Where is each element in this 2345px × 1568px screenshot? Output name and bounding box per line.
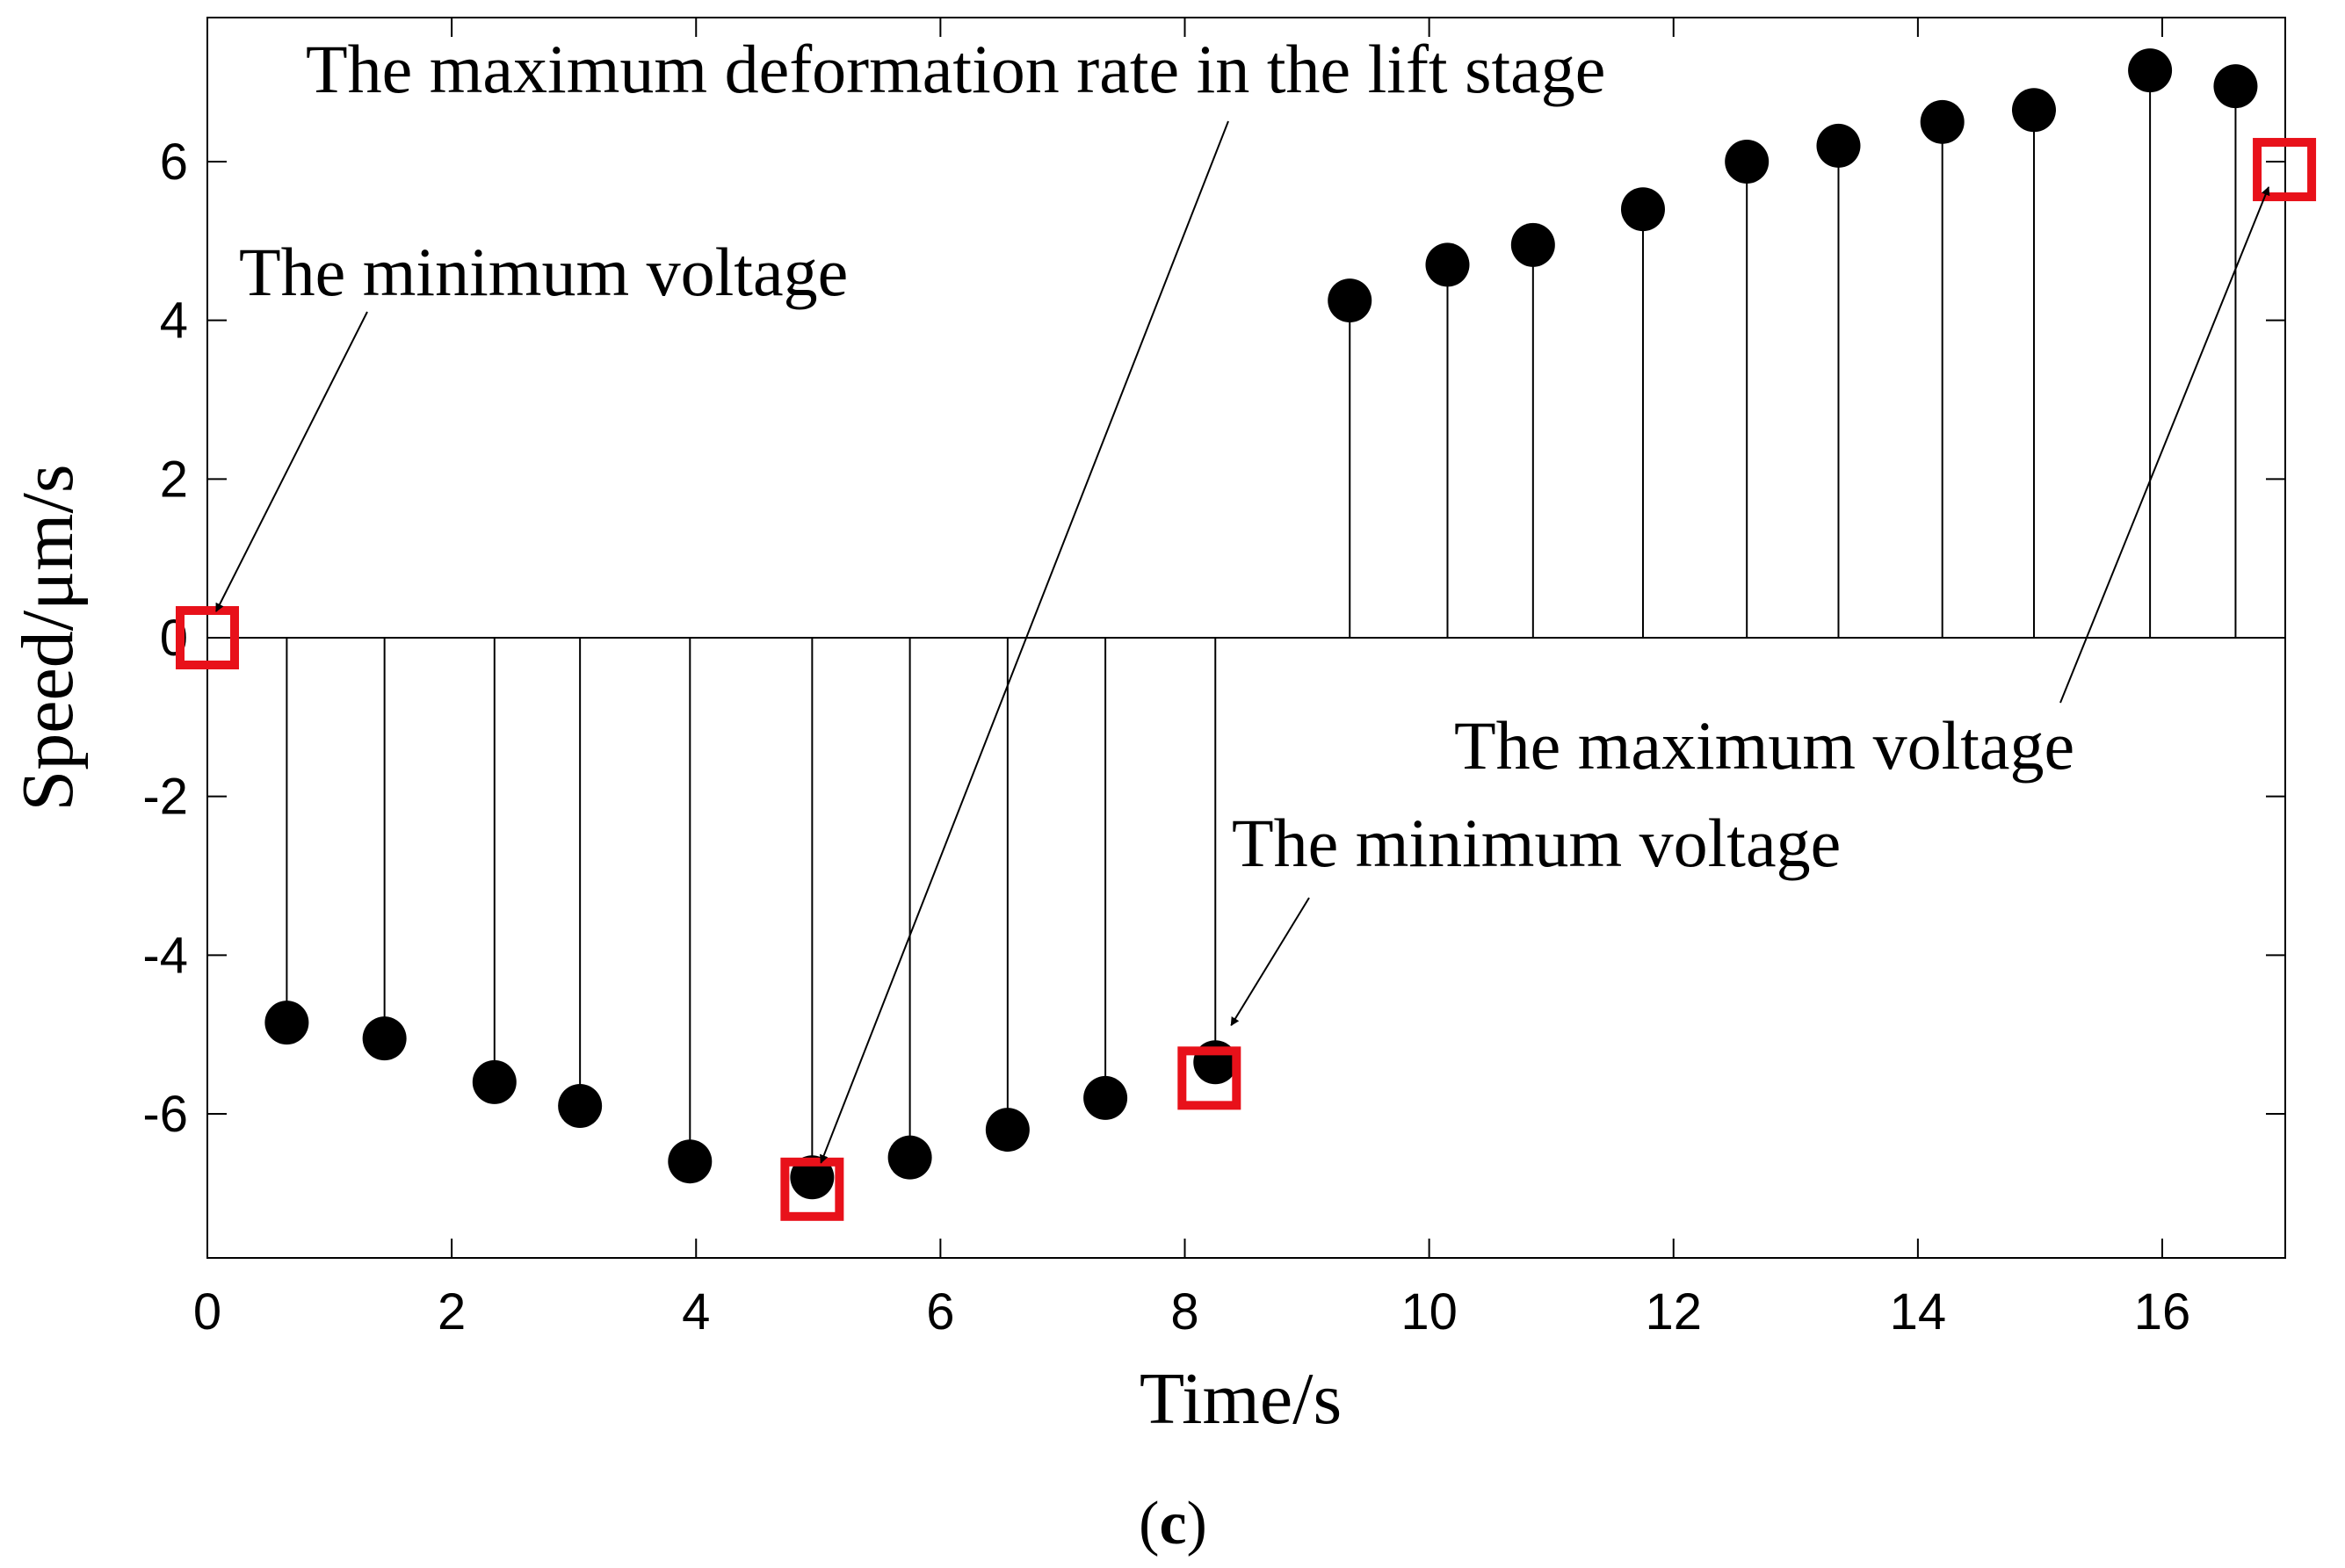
x-tick-label: 6 (926, 1283, 954, 1340)
x-tick-label: 14 (1890, 1283, 1947, 1340)
data-point (264, 1001, 309, 1045)
highlight-box-min-voltage-middle (1177, 1046, 1241, 1110)
data-point (1725, 140, 1770, 184)
y-tick-label: 2 (160, 451, 188, 508)
x-tick-label: 4 (682, 1283, 710, 1340)
annotation-min-voltage-start: The minimum voltage (239, 234, 848, 310)
y-axis-title: Speed/μm/s (7, 464, 89, 811)
stem-lines (286, 70, 2237, 1178)
x-tick-label: 8 (1170, 1283, 1198, 1340)
data-point (668, 1139, 713, 1184)
y-tick-label: -4 (142, 927, 188, 984)
data-point (558, 1083, 603, 1128)
annotation-arrow-min-voltage-middle (1230, 897, 1310, 1027)
y-tick-label: 4 (160, 293, 188, 350)
x-tick-label: 0 (193, 1283, 221, 1340)
highlight-box-max-deformation-rate (780, 1157, 844, 1221)
data-point (2011, 88, 2056, 133)
y-tick-label: -6 (142, 1086, 188, 1143)
annotation-arrow-max-deformation (819, 120, 1229, 1164)
data-point (472, 1059, 517, 1104)
annotation-max-deformation-rate: The maximum deformation rate in the lift… (306, 31, 1605, 107)
y-tick-label: -2 (142, 769, 188, 826)
data-point (887, 1135, 932, 1180)
data-point (1920, 99, 1965, 144)
y-tick-label: 6 (160, 134, 188, 191)
highlight-box-max-voltage (2253, 138, 2317, 202)
data-point (985, 1108, 1030, 1153)
x-tick-label: 10 (1400, 1283, 1458, 1340)
annotation-arrow-max-voltage (2059, 186, 2270, 704)
data-point (1083, 1075, 1128, 1120)
axis-ticks (206, 18, 2285, 1258)
data-point (1816, 123, 1861, 168)
annotation-arrow-min-voltage-start (215, 311, 368, 612)
annotation-max-voltage: The maximum voltage (1454, 707, 2074, 784)
data-point (2128, 48, 2173, 93)
data-point (1620, 187, 1665, 232)
data-point (1510, 222, 1555, 267)
data-point (1425, 242, 1470, 287)
x-tick-label: 12 (1645, 1283, 1702, 1340)
data-markers (264, 48, 2258, 1200)
data-point (2213, 64, 2258, 109)
x-tick-label: 2 (438, 1283, 466, 1340)
x-tick-label: 16 (2134, 1283, 2191, 1340)
data-point (362, 1016, 407, 1061)
highlight-boxes (176, 138, 2317, 1221)
annotation-min-voltage-middle: The minimum voltage (1232, 805, 1841, 881)
annotation-arrows (215, 120, 2270, 1164)
highlight-box-min-voltage-start (176, 606, 239, 669)
x-axis-title: Time/s (1140, 1358, 1342, 1440)
panel-label: (c) (1139, 1490, 1207, 1557)
data-point (1328, 278, 1372, 323)
